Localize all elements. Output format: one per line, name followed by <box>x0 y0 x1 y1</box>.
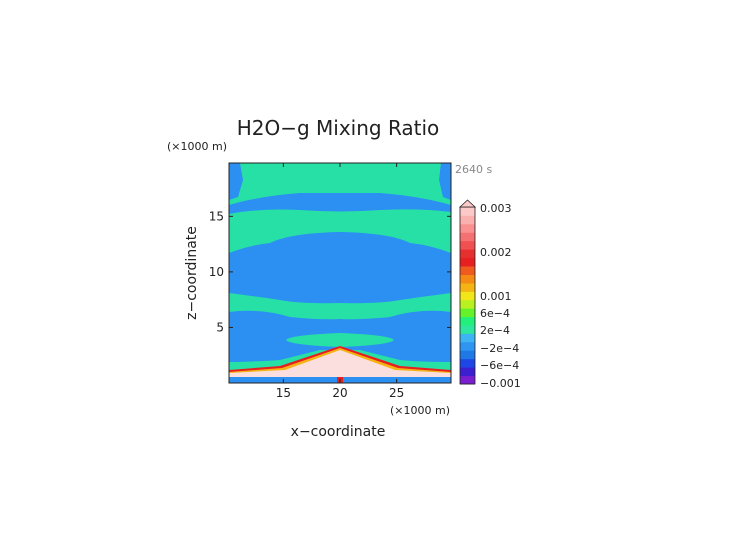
y-tick-label: 10 <box>209 265 224 279</box>
x-tick-label: 25 <box>389 386 404 400</box>
colorbar: 0.003 0.002 0.001 6e−4 2e−4 −2e−4 −6e−4 −0.001 <box>458 199 521 390</box>
colorbar-band <box>460 367 475 377</box>
colorbar-label: 0.001 <box>480 290 512 303</box>
colorbar-band <box>460 299 475 309</box>
chart-title: H2O−g Mixing Ratio <box>237 116 440 140</box>
y-units-label: (×1000 m) <box>167 140 227 153</box>
colorbar-band <box>460 240 475 250</box>
colorbar-band <box>460 215 475 225</box>
colorbar-band <box>460 223 475 233</box>
y-tick-label: 15 <box>209 209 224 223</box>
colorbar-band <box>460 325 475 334</box>
contour-field <box>229 163 451 383</box>
contour-band-upper-right <box>439 163 451 200</box>
colorbar-band <box>460 308 475 318</box>
colorbar-band <box>460 257 475 267</box>
contour-band-high <box>229 193 451 214</box>
contour-band-cap <box>286 333 394 347</box>
colorbar-band <box>460 232 475 242</box>
x-axis-title: x−coordinate <box>291 424 386 440</box>
colorbar-band <box>460 358 475 368</box>
colorbar-label: 0.003 <box>480 202 512 215</box>
colorbar-band <box>460 207 475 216</box>
colorbar-label: 2e−4 <box>480 324 510 337</box>
colorbar-label: −0.001 <box>480 377 521 390</box>
x-tick-label: 20 <box>332 386 347 400</box>
colorbar-band <box>460 291 475 301</box>
contour-band-upper <box>229 163 243 200</box>
x-tick-label: 15 <box>276 386 291 400</box>
y-axis: 5 10 15 <box>209 209 451 334</box>
colorbar-band <box>460 375 475 385</box>
y-axis-title: z−coordinate <box>184 226 200 320</box>
colorbar-label: 0.002 <box>480 246 512 259</box>
colorbar-band <box>460 350 475 360</box>
colorbar-label: −2e−4 <box>480 342 519 355</box>
colorbar-band <box>460 274 475 284</box>
contour-mountain-core <box>229 350 451 377</box>
colorbar-band <box>460 316 475 326</box>
colorbar-band <box>460 282 475 292</box>
plot-area: 15 20 25 5 10 15 <box>209 162 452 400</box>
time-label: 2640 s <box>455 163 492 176</box>
colorbar-label: 6e−4 <box>480 307 510 320</box>
contour-band-mid <box>229 232 451 304</box>
colorbar-band <box>460 341 475 351</box>
x-axis: 15 20 25 <box>276 163 404 400</box>
colorbar-band <box>460 333 475 343</box>
x-units-label: (×1000 m) <box>390 404 450 417</box>
colorbar-band <box>460 249 475 259</box>
colorbar-band <box>460 266 475 275</box>
colorbar-extend-top <box>458 199 477 208</box>
y-tick-label: 5 <box>216 320 224 334</box>
colorbar-label: −6e−4 <box>480 359 519 372</box>
